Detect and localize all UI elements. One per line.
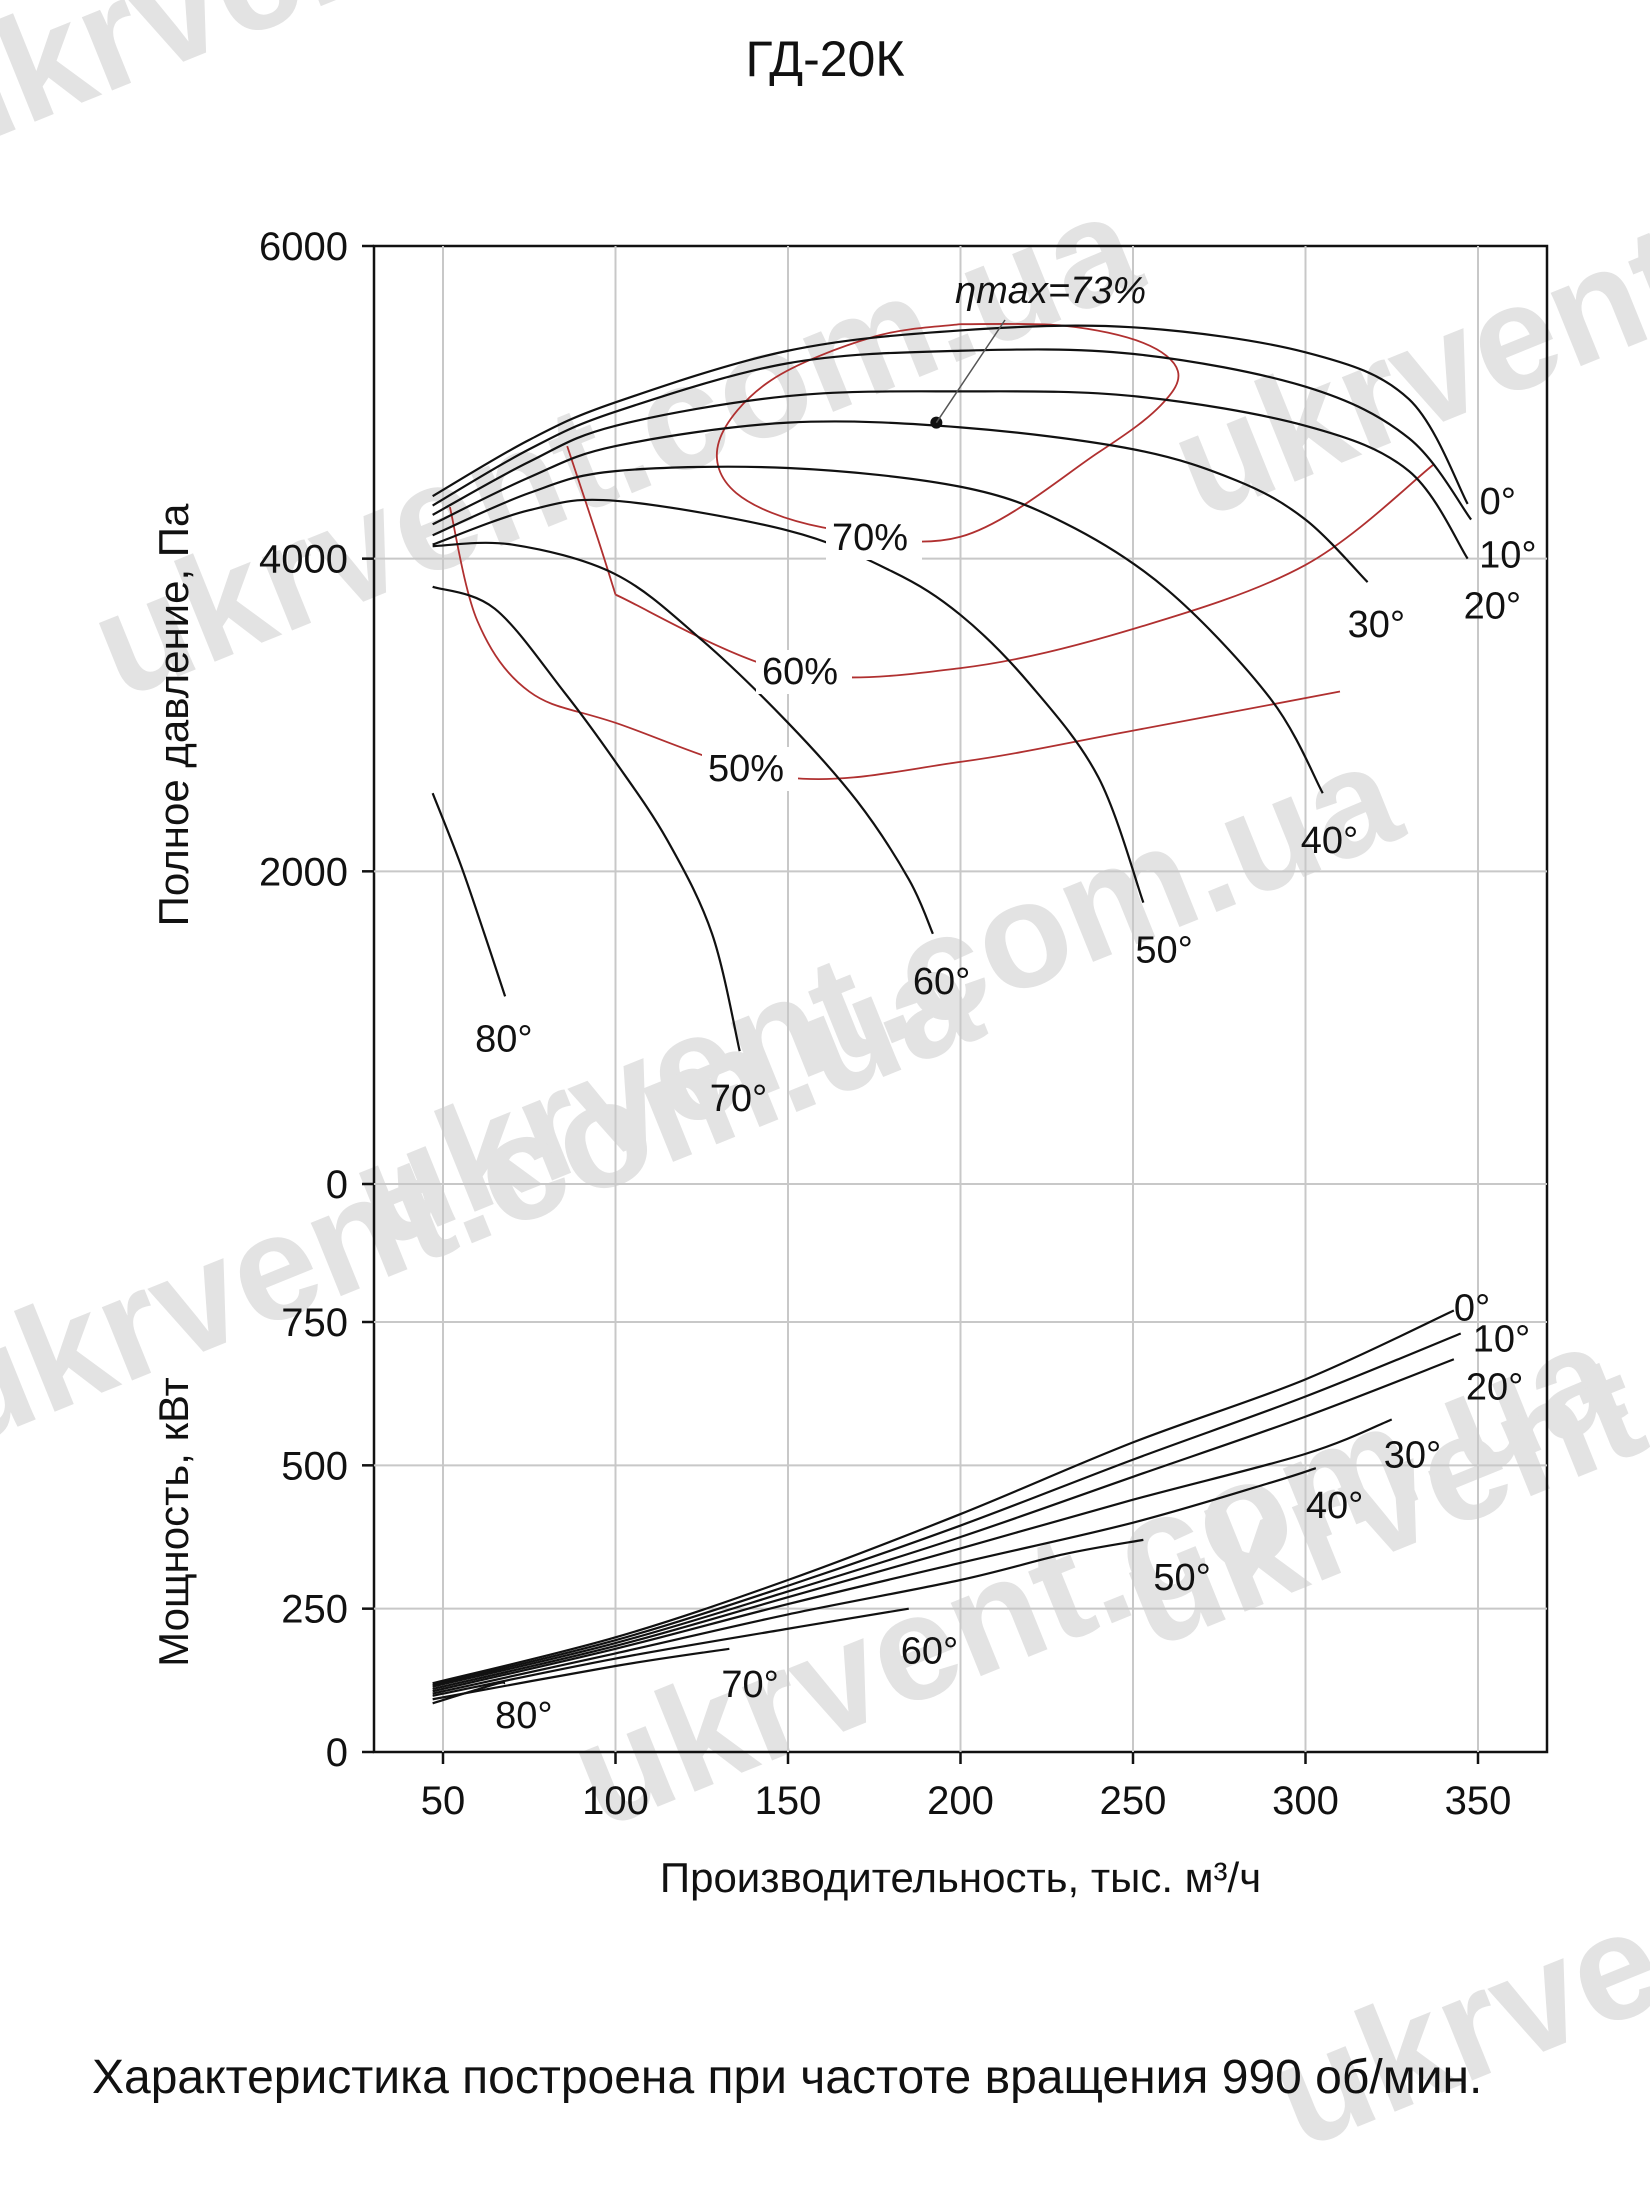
y-tick-label-power: 500 <box>281 1444 348 1488</box>
power-curve-label: 50° <box>1153 1557 1210 1599</box>
x-tick-label: 350 <box>1445 1779 1512 1823</box>
power-curve-20deg <box>432 1358 1455 1688</box>
chart-title: ГД-20К <box>745 31 905 87</box>
efficiency-label-bg <box>826 516 922 560</box>
efficiency-contour-60pct <box>615 464 1434 679</box>
pressure-curve-label: 10° <box>1479 535 1536 577</box>
power-curve-label: 40° <box>1306 1485 1363 1527</box>
efficiency-label: 70% <box>832 517 908 559</box>
power-curve-label: 0° <box>1454 1288 1490 1330</box>
power-curve-label: 30° <box>1384 1434 1441 1476</box>
pressure-curve-30deg <box>432 420 1369 583</box>
pressure-curve-40deg <box>432 465 1324 794</box>
efficiency-contour-70pct <box>715 322 1180 543</box>
pressure-curve-10deg <box>432 348 1472 521</box>
y-axis-label-power: Мощность, кВт <box>150 1377 197 1667</box>
power-curve-50deg <box>432 1538 1144 1695</box>
y-tick-label-pressure: 0 <box>326 1163 348 1207</box>
pressure-curve-80deg <box>431 792 507 997</box>
pressure-curve-label: 70° <box>710 1078 767 1120</box>
efficiency-label: 60% <box>762 651 838 693</box>
power-curve-30deg <box>432 1418 1393 1691</box>
x-tick-label: 200 <box>927 1779 994 1823</box>
power-curve-label: 20° <box>1466 1366 1523 1408</box>
power-curve-60deg <box>432 1607 909 1697</box>
y-tick-label-power: 250 <box>281 1588 348 1632</box>
pressure-curve-50deg <box>432 498 1145 903</box>
efficiency-label-bg <box>756 650 852 694</box>
power-curve-label: 10° <box>1473 1318 1530 1360</box>
y-tick-label-power: 0 <box>326 1731 348 1775</box>
power-curve-label: 60° <box>901 1631 958 1673</box>
x-axis-label: Производительность, тыс. м³/ч <box>660 1854 1261 1901</box>
max-efficiency-leader <box>935 319 1006 424</box>
y-tick-label-pressure: 6000 <box>259 225 348 269</box>
power-curve-80deg <box>432 1681 506 1705</box>
power-curve-label: 80° <box>495 1695 552 1737</box>
y-tick-label-power: 750 <box>281 1301 348 1345</box>
pressure-curve-0deg <box>432 324 1469 505</box>
y-axis-label-pressure: Полное давление, Па <box>150 503 197 926</box>
pressure-curve-label: 50° <box>1135 930 1192 972</box>
y-tick-label-pressure: 4000 <box>259 538 348 582</box>
pressure-curve-70deg <box>432 585 741 1052</box>
pressure-curve-label: 20° <box>1464 586 1521 628</box>
power-curve-40deg <box>432 1467 1317 1693</box>
power-curve-0deg <box>432 1309 1455 1685</box>
pressure-curve-20deg <box>432 390 1469 560</box>
pressure-curve-label: 40° <box>1301 820 1358 862</box>
x-tick-label: 250 <box>1100 1779 1167 1823</box>
efficiency-contour-60pct <box>566 445 617 595</box>
efficiency-label: 50% <box>708 748 784 790</box>
x-tick-label: 300 <box>1272 1779 1339 1823</box>
x-tick-label: 100 <box>582 1779 649 1823</box>
y-tick-label-pressure: 2000 <box>259 850 348 894</box>
efficiency-label-bg <box>702 747 798 791</box>
x-tick-label: 50 <box>421 1779 466 1823</box>
chart-caption: Характеристика построена при частоте вра… <box>92 2051 1483 2104</box>
pressure-curve-label: 80° <box>475 1018 532 1060</box>
power-curve-label: 70° <box>721 1664 778 1706</box>
power-curve-10deg <box>432 1332 1462 1686</box>
pressure-curve-label: 30° <box>1348 604 1405 646</box>
x-tick-label: 150 <box>755 1779 822 1823</box>
pressure-curve-label: 0° <box>1480 481 1516 523</box>
pressure-curve-label: 60° <box>913 961 970 1003</box>
max-efficiency-label: ηmax=73% <box>955 270 1146 312</box>
pressure-curve-60deg <box>432 541 934 935</box>
